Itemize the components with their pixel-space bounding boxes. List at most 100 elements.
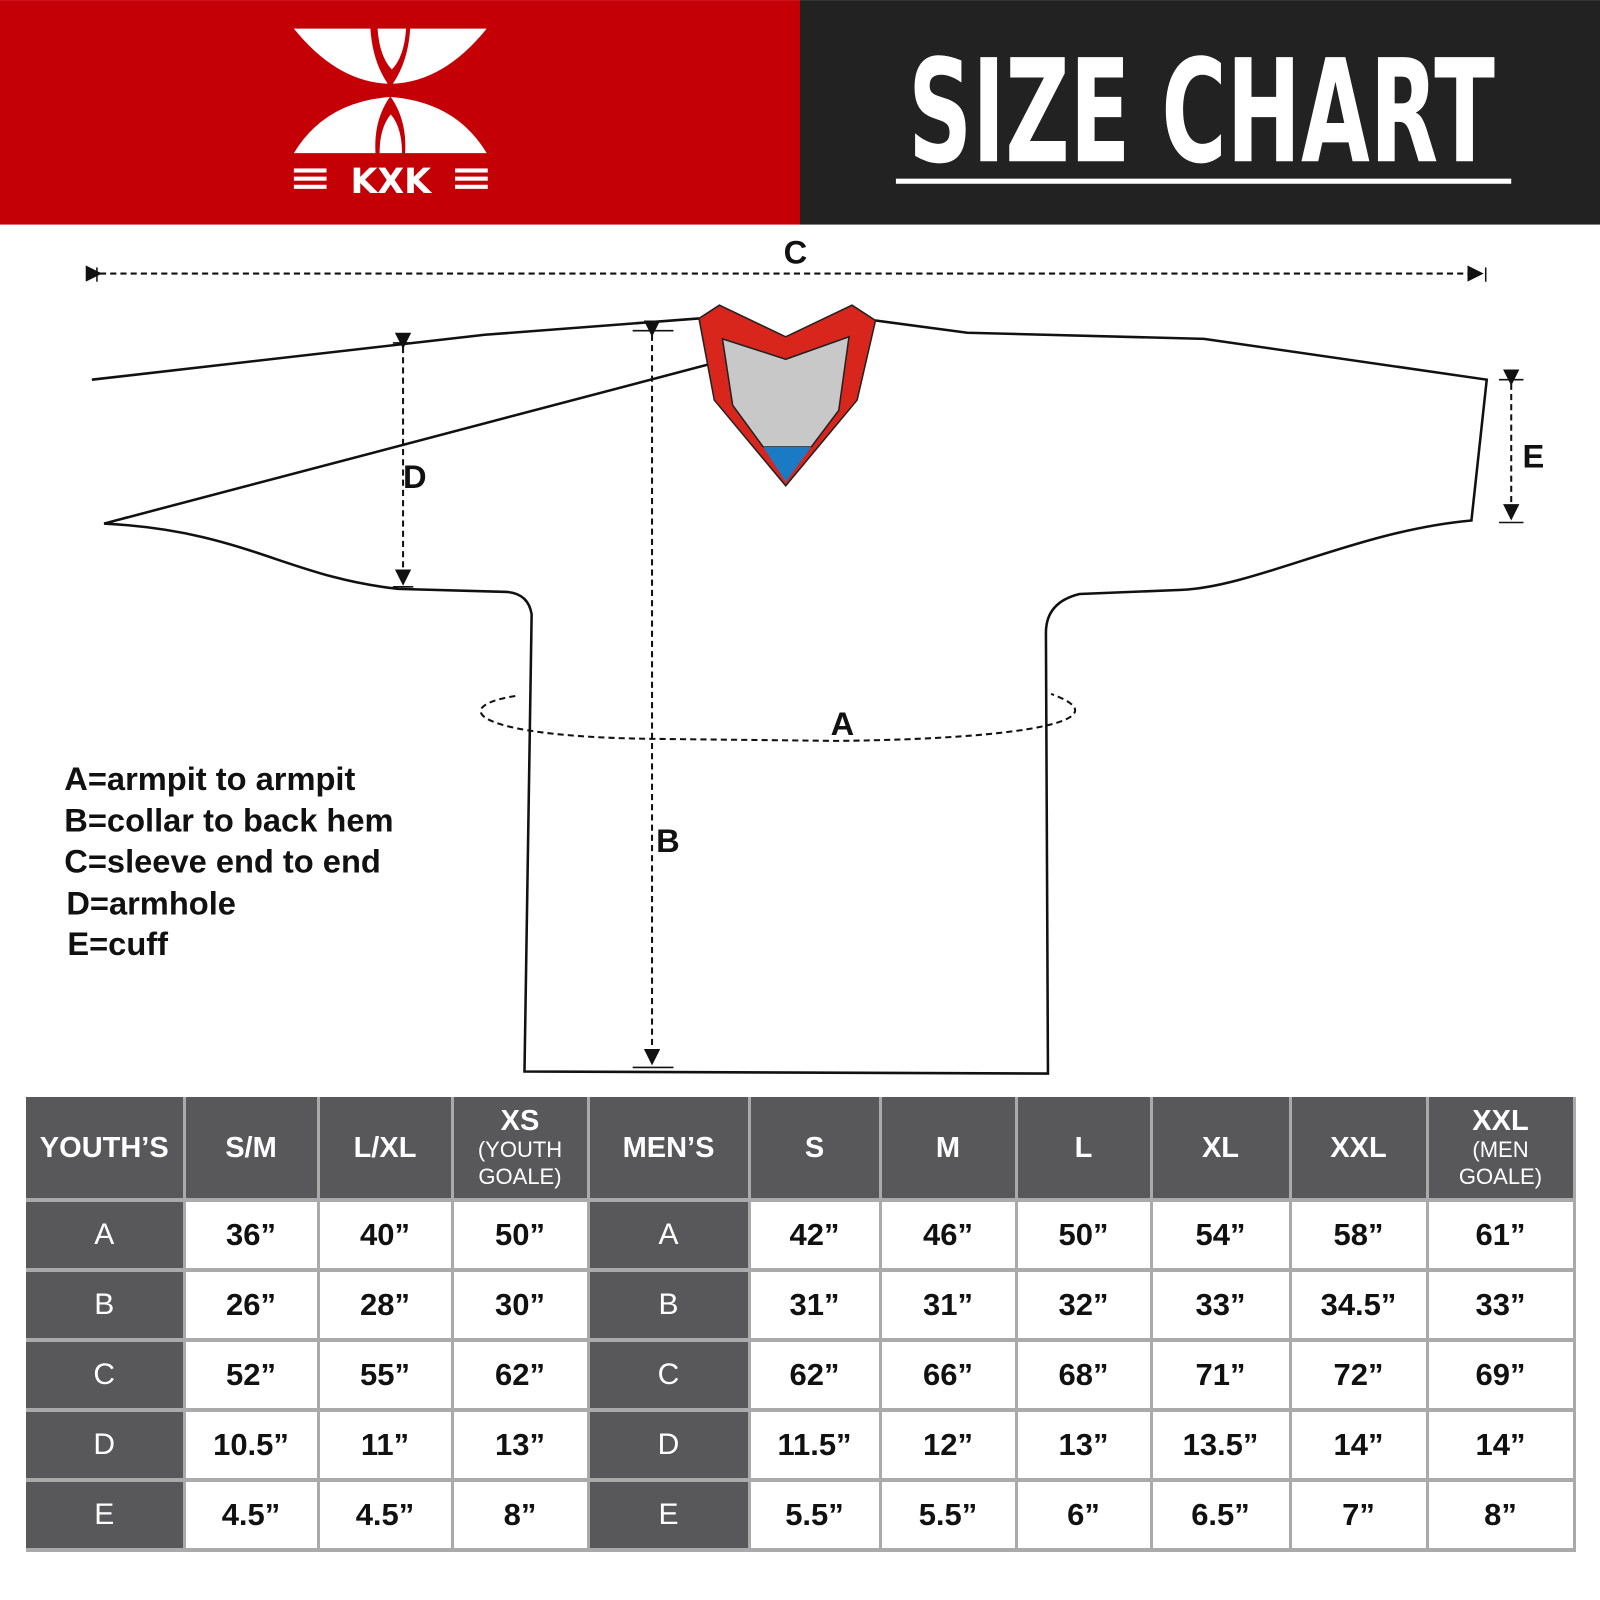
size-sublabel: (MEN GOALE) — [1458, 1136, 1543, 1189]
collar-inner — [721, 335, 850, 448]
size-header: XS (YOUTH GOALE) — [452, 1097, 590, 1202]
size-header: S/M — [184, 1097, 320, 1202]
table-row: D 10.5” 11” 13” D 11.5” 12” 13” 13.5” 14” 14” — [26, 1410, 1576, 1482]
label-d: D — [403, 458, 427, 495]
table-row: A 36” 40” 50” A 42” 46” 50” 54” 58” 61” — [26, 1200, 1576, 1272]
table-cell: 69” — [1427, 1340, 1576, 1412]
table-cell: 28” — [318, 1270, 454, 1342]
size-label: XXL — [1330, 1131, 1387, 1164]
table-cell: 4.5” — [184, 1480, 320, 1552]
table-cell: 71” — [1151, 1340, 1292, 1412]
table-cell: 6.5” — [1151, 1480, 1292, 1552]
table-cell: 36” — [184, 1200, 320, 1272]
table-cell: 11.5” — [749, 1410, 882, 1482]
label-c: C — [784, 233, 808, 270]
table-cell: 55” — [318, 1340, 454, 1412]
kxk-logo: KXK — [293, 28, 488, 202]
row-label: E — [26, 1480, 186, 1552]
title-underline — [895, 178, 1512, 184]
men-header: MEN’S — [588, 1097, 751, 1202]
legend-item: E=cuff — [67, 925, 168, 962]
label-b: B — [656, 822, 680, 859]
table-cell: 4.5” — [318, 1480, 454, 1552]
size-label: XXL — [1472, 1104, 1529, 1137]
table-cell: 10.5” — [184, 1410, 320, 1482]
table-cell: 34.5” — [1290, 1270, 1429, 1342]
table-cell: 68” — [1016, 1340, 1153, 1412]
table-cell: 62” — [452, 1340, 590, 1412]
table-cell: 33” — [1427, 1270, 1576, 1342]
row-label: B — [26, 1270, 186, 1342]
collar-blue — [763, 447, 812, 482]
table-cell: 14” — [1290, 1410, 1429, 1482]
size-header: M — [880, 1097, 1018, 1202]
size-header: XXL — [1290, 1097, 1429, 1202]
table-row: E 4.5” 4.5” 8” E 5.5” 5.5” 6” 6.5” 7” 8” — [26, 1480, 1576, 1552]
size-label: XS — [500, 1104, 540, 1137]
size-label: XL — [1201, 1131, 1240, 1164]
table-cell: 31” — [749, 1270, 882, 1342]
size-label: S/M — [225, 1131, 277, 1164]
table-cell: 13” — [452, 1410, 590, 1482]
table-cell: 5.5” — [880, 1480, 1018, 1552]
header-row: YOUTH’S S/M L/XL XS (YOUTH GOALE) MEN’S S M L XL X… — [26, 1097, 1576, 1202]
dimension-a — [479, 692, 1076, 742]
legend-item: B=collar to back hem — [64, 802, 393, 839]
table-cell: 46” — [880, 1200, 1018, 1272]
title-banner — [800, 0, 1600, 225]
table-cell: 7” — [1290, 1480, 1429, 1552]
row-label: B — [588, 1270, 751, 1342]
table-row: B 26” 28” 30” B 31” 31” 32” 33” 34.5” 33” — [26, 1270, 1576, 1342]
table-cell: 6” — [1016, 1480, 1153, 1552]
table-cell: 5.5” — [749, 1480, 882, 1552]
row-label: C — [588, 1340, 751, 1412]
label-a: A — [831, 705, 855, 742]
youth-header: YOUTH’S — [26, 1097, 186, 1202]
size-sublabel: (YOUTH GOALE) — [477, 1136, 563, 1189]
label-e: E — [1522, 437, 1544, 474]
row-label: D — [26, 1410, 186, 1482]
size-header: XXL (MEN GOALE) — [1427, 1097, 1576, 1202]
table-cell: 72” — [1290, 1340, 1429, 1412]
table-cell: 61” — [1427, 1200, 1576, 1272]
row-label: D — [588, 1410, 751, 1482]
logo-wordmark: KXK — [351, 162, 433, 202]
table-cell: 26” — [184, 1270, 320, 1342]
table-cell: 66” — [880, 1340, 1018, 1412]
table-cell: 31” — [880, 1270, 1018, 1342]
size-label: L/XL — [353, 1131, 417, 1164]
legend-item: C=sleeve end to end — [64, 843, 381, 880]
size-header: L/XL — [318, 1097, 454, 1202]
page-title: SIZE CHART — [908, 28, 1495, 195]
table-cell: 12” — [880, 1410, 1018, 1482]
table-cell: 52” — [184, 1340, 320, 1412]
table-cell: 32” — [1016, 1270, 1153, 1342]
table-cell: 50” — [452, 1200, 590, 1272]
row-label: E — [588, 1480, 751, 1552]
legend-item: A=armpit to armpit — [64, 760, 355, 797]
size-header: L — [1016, 1097, 1153, 1202]
row-label: C — [26, 1340, 186, 1412]
size-label: YOUTH’S — [39, 1131, 169, 1164]
table-cell: 54” — [1151, 1200, 1292, 1272]
measurement-legend: A=armpit to armpit B=collar to back hem … — [64, 760, 393, 962]
size-header: S — [749, 1097, 882, 1202]
table-cell: 11” — [318, 1410, 454, 1482]
table-cell: 50” — [1016, 1200, 1153, 1272]
size-label: M — [935, 1131, 961, 1164]
size-table: YOUTH’S S/M L/XL XS (YOUTH GOALE) MEN’S S M L XL X… — [26, 1097, 1576, 1552]
table-cell: 33” — [1151, 1270, 1292, 1342]
size-label: L — [1074, 1131, 1093, 1164]
table-cell: 40” — [318, 1200, 454, 1272]
table-cell: 13” — [1016, 1410, 1153, 1482]
table-cell: 58” — [1290, 1200, 1429, 1272]
jersey-outline — [91, 317, 1489, 1075]
size-label: S — [804, 1131, 825, 1164]
size-header: XL — [1151, 1097, 1292, 1202]
table-cell: 42” — [749, 1200, 882, 1272]
table-cell: 30” — [452, 1270, 590, 1342]
table-cell: 62” — [749, 1340, 882, 1412]
legend-item: D=armhole — [66, 884, 236, 921]
jersey-diagram: KXK SIZE CHART C D E A B A=armp — [0, 0, 1600, 1075]
